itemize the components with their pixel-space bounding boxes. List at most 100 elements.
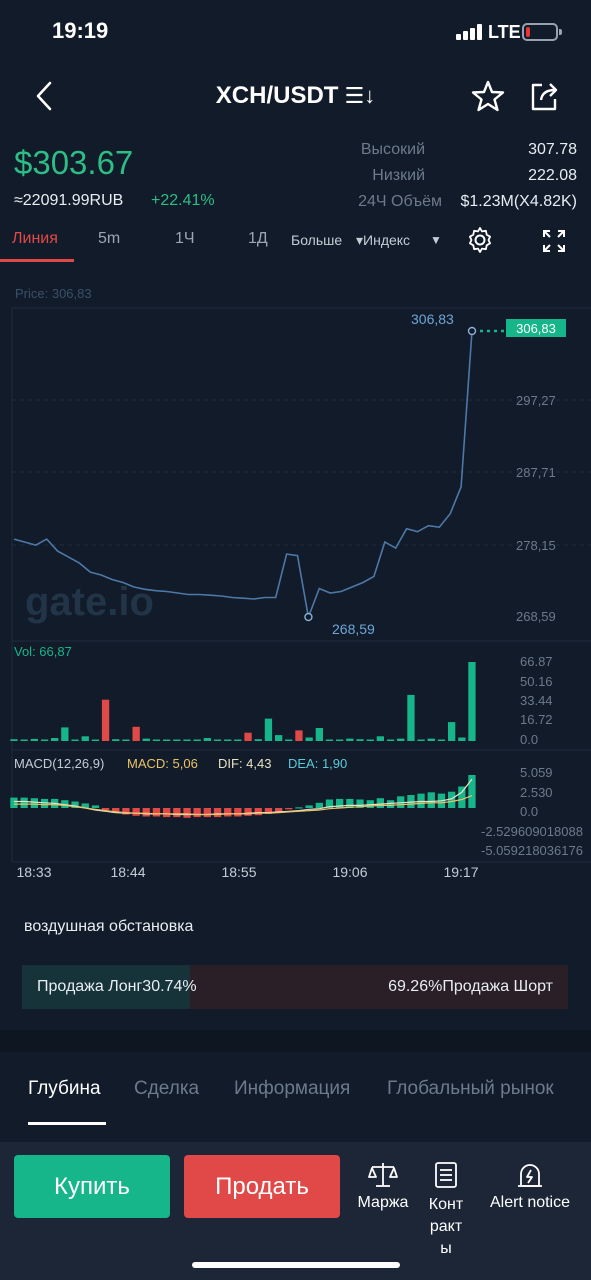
macd-bar bbox=[71, 801, 79, 808]
tab-more[interactable]: Больше bbox=[291, 232, 343, 248]
chart-settings-button[interactable] bbox=[466, 226, 494, 254]
alert-icon bbox=[518, 1164, 542, 1187]
volume-bar bbox=[437, 739, 446, 741]
macd-bar bbox=[20, 797, 28, 808]
volume-bar bbox=[346, 738, 354, 741]
tab-depth[interactable]: Глубина bbox=[28, 1078, 101, 1099]
volume-bar bbox=[305, 737, 313, 741]
macd-bar bbox=[10, 797, 18, 808]
pair-title[interactable]: XCH/USDT ☰↓ bbox=[0, 82, 591, 110]
sell-button[interactable]: Продать bbox=[184, 1155, 340, 1218]
timeframe-tabs: Линия 5m 1Ч 1Д Больше ▾Индекс ▼ bbox=[0, 222, 591, 262]
volume-bar bbox=[213, 739, 222, 741]
chart-grid bbox=[11, 307, 591, 863]
contracts-button[interactable]: Конт ракт ы bbox=[424, 1160, 468, 1260]
margin-button[interactable]: Маржа bbox=[352, 1160, 414, 1212]
fullscreen-button[interactable] bbox=[541, 228, 567, 254]
macd-tick-label: -2.529609018088 bbox=[481, 824, 583, 839]
macd-bar bbox=[315, 802, 323, 808]
sentiment-bar: Продажа Лонг30.74% 69.26%Продажа Шорт bbox=[22, 965, 568, 1009]
dea-line bbox=[14, 795, 473, 816]
macd-bar bbox=[295, 807, 303, 809]
macd-bar bbox=[397, 796, 405, 808]
low-label: Низкий bbox=[372, 167, 425, 184]
expand-icon bbox=[543, 230, 565, 252]
volume-tick-label: 0.0 bbox=[520, 732, 538, 747]
tab-line[interactable]: Линия bbox=[12, 230, 58, 247]
macd-bar bbox=[30, 798, 38, 808]
chevron-down-icon: ▼ bbox=[430, 233, 442, 247]
macd-bar bbox=[81, 803, 89, 808]
back-button[interactable] bbox=[28, 78, 64, 114]
share-button[interactable] bbox=[526, 78, 562, 114]
volume-bar bbox=[295, 730, 303, 741]
high-label: Высокий bbox=[360, 141, 425, 158]
tab-index[interactable]: ▾Индекс bbox=[356, 232, 411, 248]
macd-bar bbox=[417, 793, 425, 808]
favorite-button[interactable] bbox=[470, 78, 506, 114]
tab-trades[interactable]: Сделка bbox=[134, 1078, 200, 1099]
volume-bar bbox=[152, 739, 161, 741]
volume-bar bbox=[427, 738, 435, 741]
macd-tick-label: 0.0 bbox=[520, 804, 538, 819]
price-tick-label: 297,27 bbox=[516, 393, 556, 408]
volume-bar bbox=[397, 738, 405, 741]
section-divider bbox=[0, 1030, 591, 1052]
volume-bar bbox=[468, 662, 476, 741]
dea-value: DEA: 1,90 bbox=[288, 756, 347, 771]
volume-bar bbox=[315, 728, 323, 741]
volume-bar bbox=[61, 727, 69, 741]
volume-bar bbox=[91, 739, 100, 741]
volume-bars bbox=[10, 662, 476, 741]
alert-notice-button[interactable]: Alert notice bbox=[478, 1160, 582, 1212]
chevron-left-icon bbox=[36, 81, 52, 111]
volume-bar bbox=[10, 739, 18, 741]
last-price-tag-bg bbox=[506, 319, 566, 337]
volume-tick-label: 33.44 bbox=[520, 693, 553, 708]
price-label: Price: 306,83 bbox=[15, 286, 92, 301]
tab-5m[interactable]: 5m bbox=[98, 230, 121, 247]
volume-bar bbox=[30, 738, 38, 741]
volume-value: $1.23M(X4.82K) bbox=[460, 193, 577, 210]
tab-1h[interactable]: 1Ч bbox=[175, 230, 195, 247]
tab-1d[interactable]: 1Д bbox=[248, 230, 268, 247]
volume-axis: 66.87 50.16 33.44 16.72 0.0 bbox=[520, 654, 553, 747]
dif-value: DIF: 4,43 bbox=[218, 756, 271, 771]
volume-bar bbox=[264, 718, 273, 741]
tab-global-market[interactable]: Глобальный рынок bbox=[387, 1078, 554, 1099]
macd-value: MACD: 5,06 bbox=[127, 756, 198, 771]
volume-bar bbox=[40, 739, 49, 741]
volume-bar bbox=[366, 739, 374, 741]
macd-bar bbox=[264, 808, 273, 814]
price-tick-label: 278,15 bbox=[516, 538, 556, 553]
macd-bar bbox=[213, 808, 222, 818]
time-tick-label: 19:17 bbox=[443, 864, 478, 880]
price-chart[interactable]: gate.io Price: 306,83 297,27 287,71 278,15… bbox=[0, 270, 591, 890]
time-tick-label: 19:06 bbox=[332, 864, 367, 880]
action-bar: Купить Продать Маржа Конт ракт ы bbox=[0, 1142, 591, 1280]
volume-bar bbox=[244, 732, 252, 741]
volume-bar bbox=[203, 738, 211, 741]
buy-button[interactable]: Купить bbox=[14, 1155, 170, 1218]
volume-bar bbox=[183, 739, 191, 741]
volume-bar bbox=[458, 737, 466, 741]
volume-bar bbox=[163, 739, 171, 741]
volume-bar bbox=[356, 739, 364, 741]
volume-bar bbox=[132, 726, 140, 741]
macd-bar bbox=[173, 808, 181, 818]
signal-icon bbox=[456, 24, 482, 40]
macd-bar bbox=[142, 808, 150, 817]
macd-bar bbox=[468, 775, 476, 808]
time-tick-label: 18:33 bbox=[16, 864, 51, 880]
tab-info[interactable]: Информация bbox=[234, 1078, 351, 1099]
macd-bar bbox=[448, 791, 456, 808]
volume-bar bbox=[417, 739, 425, 741]
price-tick-label: 287,71 bbox=[516, 465, 556, 480]
volume-bar bbox=[122, 739, 130, 741]
battery-icon bbox=[522, 23, 562, 41]
price-change: +22.41% bbox=[151, 192, 215, 209]
macd-bar bbox=[458, 786, 466, 808]
gear-icon bbox=[469, 227, 491, 253]
time-tick-label: 18:55 bbox=[221, 864, 256, 880]
volume-tick-label: 50.16 bbox=[520, 674, 553, 689]
